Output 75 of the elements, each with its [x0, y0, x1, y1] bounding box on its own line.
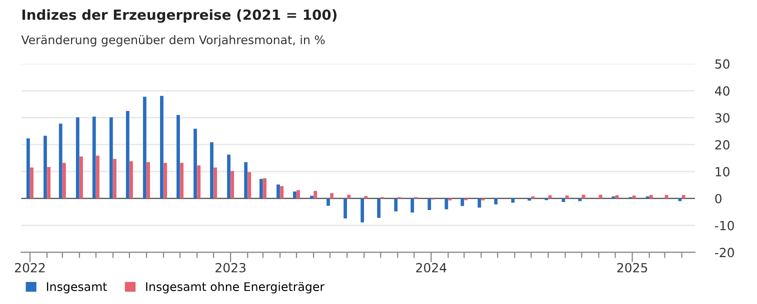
bar [511, 198, 515, 203]
bar [214, 168, 218, 198]
bar [428, 198, 432, 210]
legend-label: Insgesamt [46, 282, 107, 294]
bar [494, 198, 498, 204]
bar [326, 198, 330, 206]
bar [194, 128, 197, 198]
bar [130, 161, 133, 198]
bar [444, 198, 448, 210]
bar [109, 117, 113, 198]
bar [164, 162, 168, 198]
chart-subtitle: Veränderung gegenüber dem Vorjahresmonat, in % [21, 35, 325, 47]
bar [180, 162, 184, 198]
bar [244, 162, 248, 198]
bar [30, 168, 34, 198]
bar [582, 194, 586, 198]
bar [62, 162, 66, 198]
y-tick-label: 0 [715, 194, 722, 204]
bar [478, 198, 482, 208]
bar [310, 196, 314, 198]
bar [276, 184, 280, 198]
bar [632, 196, 636, 198]
bar [160, 96, 164, 198]
bar [126, 110, 130, 198]
bar [377, 198, 381, 218]
bar [598, 194, 602, 198]
bar [248, 172, 252, 198]
y-tick-label: 10 [716, 167, 730, 176]
bar [58, 124, 62, 198]
x-tick-label: 2023 [216, 262, 246, 272]
bar [230, 171, 234, 198]
bar [263, 178, 266, 198]
bar [26, 138, 30, 198]
bar [143, 96, 146, 198]
bar [260, 178, 263, 198]
bar [460, 198, 464, 206]
y-tick-label: 40 [714, 86, 730, 96]
x-tick-label: 2022 [15, 262, 45, 272]
bar [96, 156, 100, 198]
bar [410, 198, 414, 212]
bar [615, 195, 619, 198]
bar [47, 166, 51, 198]
bar [146, 162, 150, 198]
bar [314, 190, 318, 198]
legend-label: Insgesamt ohne Energieträger [146, 282, 325, 294]
bar [565, 196, 569, 198]
bar [197, 165, 201, 198]
bar [347, 194, 351, 198]
bar [227, 154, 230, 198]
bar [293, 191, 296, 198]
bar [210, 142, 214, 198]
bar [76, 117, 80, 198]
bar [113, 158, 116, 198]
y-tick-label: 20 [715, 140, 730, 150]
bar [296, 190, 300, 198]
bar [92, 116, 96, 198]
bar [44, 136, 47, 198]
chart-title: Indizes der Erzeugerpreise (2021 = 100) [22, 9, 336, 23]
bar [80, 156, 83, 198]
y-tick-label: -20 [714, 248, 734, 258]
bar [578, 198, 582, 202]
y-tick-label: -10 [714, 220, 734, 230]
x-tick-label: 2025 [617, 262, 648, 272]
bar [360, 198, 364, 222]
bar [344, 198, 347, 218]
bar [394, 198, 398, 212]
bar [330, 193, 334, 198]
y-tick-label: 30 [715, 113, 730, 123]
bar [280, 186, 284, 198]
bar [649, 194, 653, 198]
y-tick-label: 50 [715, 59, 730, 69]
bar [176, 115, 180, 198]
bar [548, 195, 552, 198]
bar [528, 198, 532, 201]
x-tick-label: 2024 [416, 262, 446, 272]
